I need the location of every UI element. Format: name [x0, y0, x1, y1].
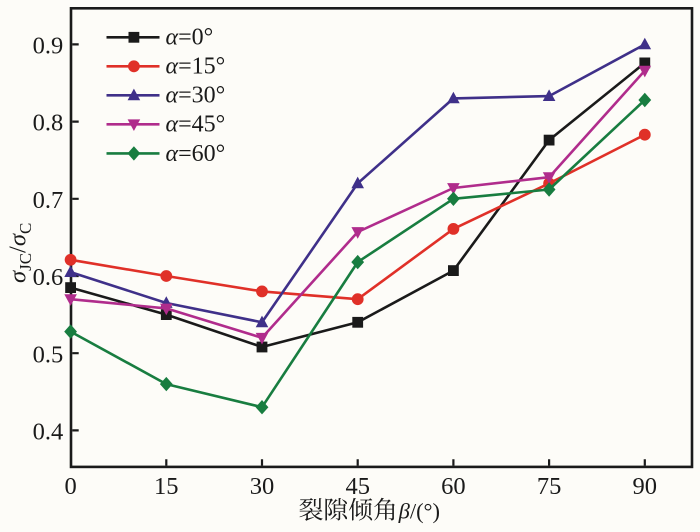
svg-text:60: 60 — [441, 473, 466, 500]
svg-text:0.8: 0.8 — [33, 110, 64, 137]
svg-text:σJC/σC: σJC/σC — [5, 223, 36, 283]
svg-text:0.5: 0.5 — [33, 341, 64, 368]
svg-text:0.4: 0.4 — [33, 419, 64, 446]
svg-text:15: 15 — [154, 473, 179, 500]
svg-text:90: 90 — [633, 473, 658, 500]
svg-text:β/(°): β/(°) — [398, 499, 440, 524]
svg-text:45: 45 — [345, 473, 370, 500]
svg-text:α=60°: α=60° — [166, 141, 226, 167]
svg-text:0.6: 0.6 — [33, 264, 64, 291]
svg-text:α=0°: α=0° — [166, 25, 214, 51]
svg-text:α=30°: α=30° — [166, 83, 226, 109]
svg-text:α=15°: α=15° — [166, 54, 226, 80]
svg-text:0.7: 0.7 — [33, 187, 64, 214]
svg-text:α=45°: α=45° — [166, 112, 226, 138]
svg-text:30: 30 — [250, 473, 275, 500]
svg-text:0: 0 — [64, 473, 76, 500]
svg-text:0.9: 0.9 — [33, 33, 64, 60]
svg-text:75: 75 — [537, 473, 562, 500]
